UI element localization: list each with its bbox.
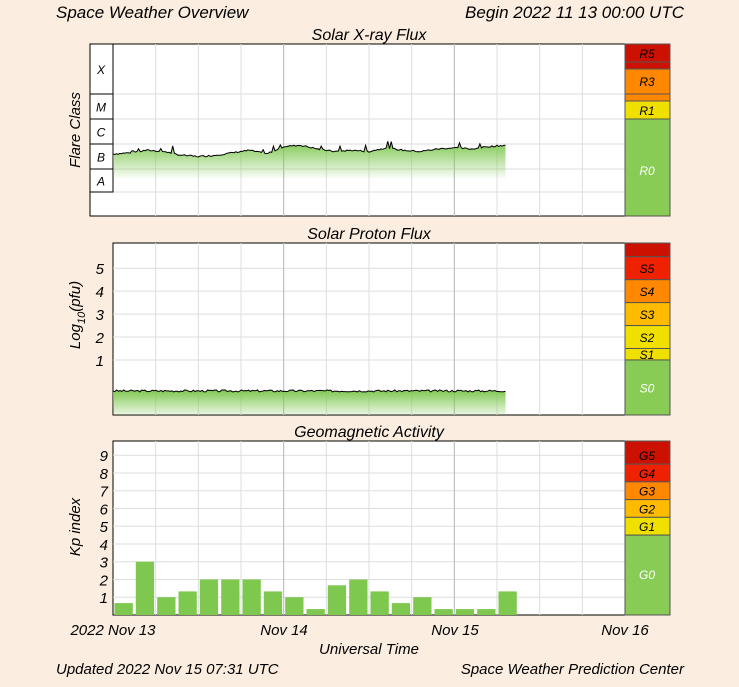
kp-bar	[242, 579, 261, 615]
begin-time: Begin 2022 11 13 00:00 UTC	[465, 3, 685, 22]
proton-flux-line	[112, 389, 506, 393]
scale-label-g3: G3	[639, 485, 655, 499]
proton-flux-area	[113, 389, 506, 415]
scale-label-g5: G5	[639, 449, 655, 463]
kp-ytick: 6	[100, 501, 109, 518]
kp-bar	[157, 597, 176, 615]
kp-ytick: 4	[100, 537, 108, 554]
kp-ylabel: Kp index	[67, 497, 84, 556]
overview-title: Space Weather Overview	[56, 3, 250, 22]
kp-bar	[285, 597, 304, 615]
scale-label-s2: S2	[640, 331, 655, 345]
kp-bar	[199, 579, 219, 615]
x-tick-label: Nov 14	[260, 622, 308, 639]
scale-label-s3: S3	[640, 308, 655, 322]
kp-title: Geomagnetic Activity	[294, 424, 445, 441]
kp-ytick: 8	[100, 466, 109, 483]
proton-frame	[112, 242, 671, 416]
kp-bar	[135, 561, 155, 615]
kp-frame	[112, 440, 671, 616]
kp-bar	[349, 579, 368, 615]
proton-panel: Solar Proton Flux 1 2 3 4 5 S5 S4 S3 S2 S1 S0 Log…	[67, 226, 671, 416]
x-tick-label: 2022 Nov 13	[69, 622, 156, 639]
xray-ylabel: Flare Class	[67, 92, 84, 168]
kp-bar	[498, 591, 517, 615]
scale-label-r1: R1	[639, 104, 654, 118]
updated-time: Updated 2022 Nov 15 07:31 UTC	[56, 661, 279, 678]
proton-ytick: 4	[96, 284, 104, 301]
x-tick-label: Nov 15	[431, 622, 479, 639]
scale-label-r3: R3	[639, 75, 655, 89]
flare-class-c: C	[97, 126, 106, 140]
kp-bar	[434, 609, 453, 615]
proton-ytick: 5	[96, 261, 105, 278]
kp-bar	[263, 591, 283, 615]
xray-flux-line	[112, 141, 506, 158]
kp-bar	[455, 609, 475, 615]
kp-ytick: 1	[100, 590, 108, 607]
kp-ytick: 3	[100, 555, 109, 572]
flare-class-m: M	[96, 101, 106, 115]
kp-bar	[114, 603, 133, 615]
kp-bar	[370, 591, 389, 615]
kp-bar	[327, 585, 347, 615]
flare-class-a: A	[96, 175, 105, 189]
kp-bar	[477, 609, 496, 615]
proton-title: Solar Proton Flux	[307, 226, 432, 243]
scale-label-s5: S5	[640, 262, 655, 276]
scale-label-g0: G0	[639, 568, 655, 582]
kp-bar	[306, 609, 325, 615]
flare-class-b: B	[97, 151, 105, 165]
x-axis-label: Universal Time	[319, 641, 419, 658]
kp-bar	[413, 597, 432, 615]
kp-ytick: 9	[100, 448, 109, 465]
x-tick-label: Nov 16	[601, 622, 649, 639]
source-label: Space Weather Prediction Center	[461, 661, 685, 678]
scale-label-s0: S0	[640, 381, 655, 395]
scale-label-g2: G2	[639, 502, 655, 516]
proton-ylabel: Log10(pfu)	[67, 281, 88, 349]
kp-bar	[178, 591, 197, 615]
kp-ytick: 5	[100, 519, 109, 536]
scale-label-r0: R0	[639, 164, 655, 178]
kp-ytick: 2	[99, 572, 109, 589]
scale-label-g1: G1	[639, 520, 655, 534]
scale-label-r5: R5	[639, 47, 655, 61]
proton-ytick: 3	[96, 307, 105, 324]
xray-flux-area	[113, 141, 506, 178]
proton-ytick: 2	[95, 330, 105, 347]
flare-class-x: X	[96, 63, 106, 77]
proton-ytick: 1	[96, 353, 104, 370]
scale-label-g4: G4	[639, 467, 655, 481]
scale-label-s4: S4	[640, 285, 655, 299]
kp-bar	[391, 603, 411, 615]
scale-label-s1: S1	[640, 348, 655, 362]
kp-ytick: 7	[100, 484, 109, 501]
xray-title: Solar X-ray Flux	[312, 27, 428, 44]
xray-frame	[89, 43, 671, 217]
kp-bar	[221, 579, 240, 615]
